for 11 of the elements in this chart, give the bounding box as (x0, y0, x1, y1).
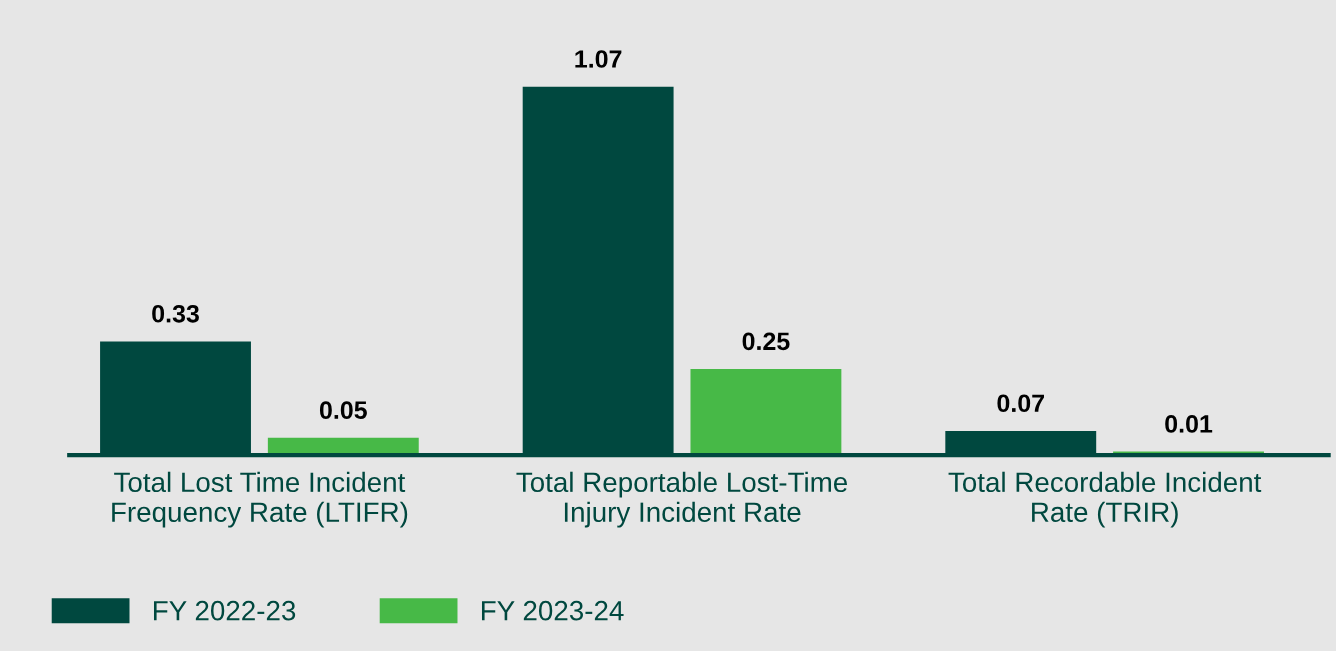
data-label: 0.07 (997, 394, 1044, 413)
data-label: 0.05 (319, 401, 367, 420)
legend-label: FY 2022-23 (154, 600, 296, 621)
x-tick-label: Total Lost Time Incident Frequency Rate (LTIFR) (112, 471, 408, 528)
data-label: 1.07 (575, 50, 622, 68)
data-label: 0.33 (152, 304, 199, 323)
data-label: 0.25 (742, 332, 790, 351)
data-label: 0.01 (1165, 415, 1213, 433)
x-tick-label: Total Recordable Incident Rate (TRIR) (948, 471, 1262, 528)
x-tick-label: Total Reportable Lost-Time Injury Incident Rate (516, 471, 848, 528)
legend-label: FY 2023-24 (481, 600, 624, 621)
